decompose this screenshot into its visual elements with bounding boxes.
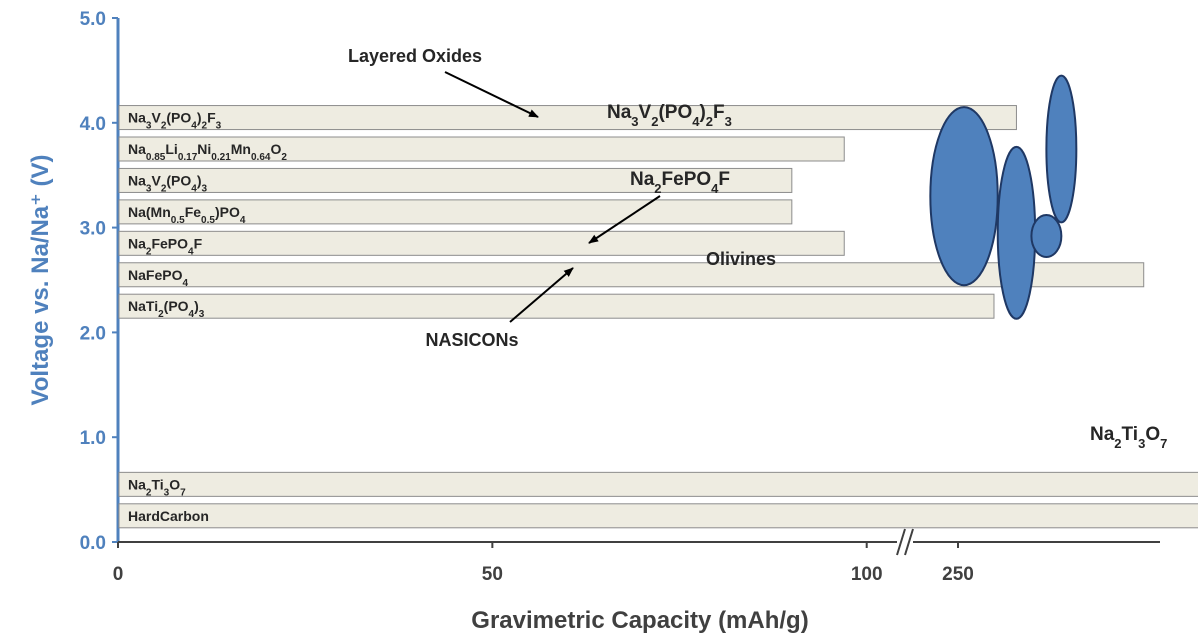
bar-label-hard-carbon: HardCarbon <box>128 508 209 524</box>
bar-nati2-po4-3 <box>118 293 995 319</box>
bar-label-na3v2-po4-2f3: Na3V2(PO4)2F3 <box>128 110 222 132</box>
annotation-layered-oxides: Layered Oxides <box>348 46 482 66</box>
bars: Na3V2(PO4)2F3 Na0.85Li0.17Ni0.21Mn0.64O2 N… <box>118 105 1198 529</box>
y-tick-label: 0.0 <box>80 533 106 554</box>
annotation-na2ti3o7: Na2Ti3O7 <box>1090 424 1167 451</box>
y-tick-label: 2.0 <box>80 323 106 344</box>
arrow-layered-oxides <box>444 71 539 118</box>
region-na2fepo4f <box>1030 214 1063 258</box>
x-tick-label: 50 <box>482 564 503 585</box>
region-layered-oxides <box>929 106 999 287</box>
arrow-nasicons <box>509 267 574 323</box>
regions <box>929 74 1078 320</box>
x-axis-label: Gravimetric Capacity (mAh/g) <box>471 607 808 634</box>
annotation-olivines: Olivines <box>706 249 776 269</box>
bar-label-na0-85li0-17ni0-21mn0-64o2: Na0.85Li0.17Ni0.21Mn0.64O2 <box>128 141 287 163</box>
bar-label-nafepo4: NaFePO4 <box>128 267 188 289</box>
bar-label-nati2-po4-3: NaTi2(PO4)3 <box>128 298 205 320</box>
bar-na-mn0-5fe0-5-po4 <box>118 199 793 225</box>
bar-nafepo4 <box>118 262 1145 288</box>
region-na3v2-po4-2f3 <box>1045 74 1078 224</box>
y-tick-label: 1.0 <box>80 428 106 449</box>
bar-na0-85li0-17ni0-21mn0-64o2 <box>118 136 845 162</box>
region-nasicons <box>996 145 1037 320</box>
bar-na3v2-po4-2f3 <box>118 105 1017 131</box>
bar-na2fepo4f <box>118 230 845 256</box>
bar-na2ti3o7 <box>118 471 1198 497</box>
y-axis-label: Voltage vs. Na/Na⁺ (V) <box>27 155 54 406</box>
x-ticks: 050100150200250300 <box>113 542 974 585</box>
y-ticks: 0.0 1.0 2.0 3.0 4.0 5.0 <box>80 9 118 554</box>
x-axis-break-mark <box>896 528 914 556</box>
bar-hard-carbon <box>118 503 1198 529</box>
x-tick-label: 100 <box>851 564 883 585</box>
x-tick-label: 250 <box>942 564 974 585</box>
bar-label-na3v2-po4-3: Na3V2(PO4)3 <box>128 172 208 194</box>
bar-label-na-mn0-5fe0-5-po4: Na(Mn0.5Fe0.5)PO4 <box>128 204 246 226</box>
bar-label-na2fepo4f: Na2FePO4F <box>128 235 203 257</box>
bar-na3v2-po4-3 <box>118 167 793 193</box>
arrow-na2fepo4f <box>588 195 661 244</box>
y-tick-label: 4.0 <box>80 114 106 135</box>
y-tick-label: 5.0 <box>80 9 106 30</box>
x-tick-label: 0 <box>113 564 124 585</box>
y-tick-label: 3.0 <box>80 219 106 240</box>
bar-label-na2ti3o7: Na2Ti3O7 <box>128 476 186 498</box>
annotation-nasicons: NASICONs <box>425 330 518 350</box>
